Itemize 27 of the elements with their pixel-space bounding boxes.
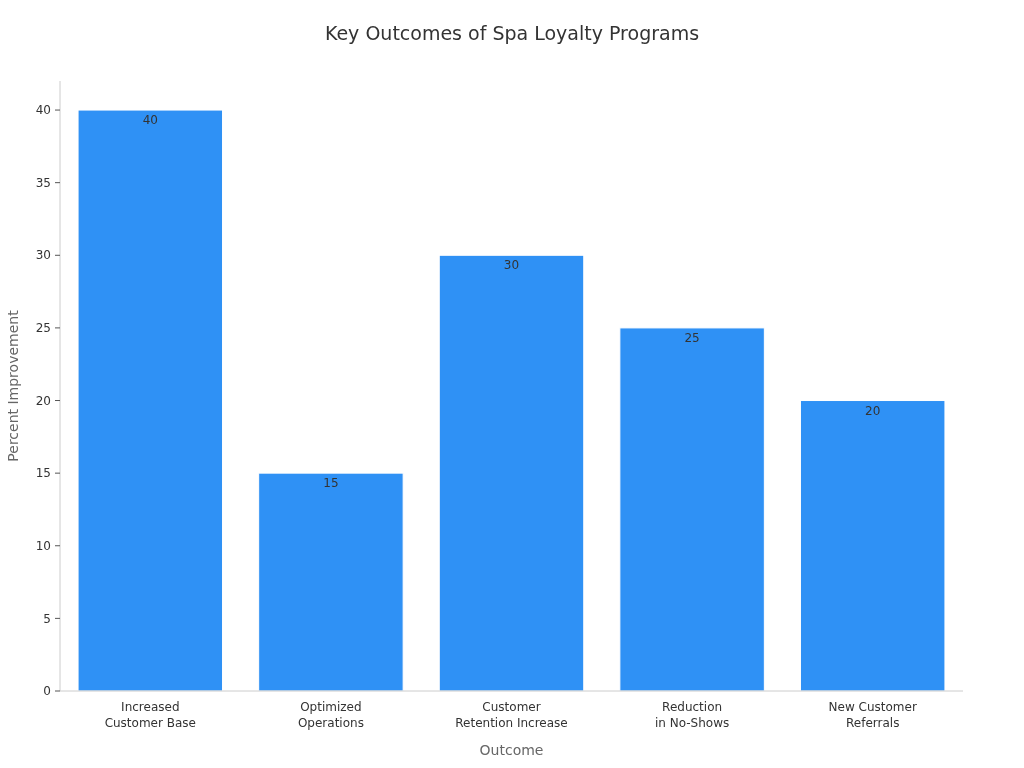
x-tick-label: Increased Customer Base [104, 700, 196, 730]
y-tick-label: 5 [43, 611, 51, 626]
x-tick-label: Reduction in No-Shows [654, 700, 730, 730]
y-tick-label: 35 [35, 175, 51, 190]
y-tick-label: 0 [43, 684, 51, 699]
data-label: 15 [323, 476, 339, 491]
x-tick-label: Optimized Operations [297, 700, 364, 730]
bar [77, 109, 224, 692]
bar [258, 472, 404, 692]
y-tick-label: 10 [35, 538, 51, 553]
bar [799, 400, 946, 692]
y-axis-title: Percent Improvement [5, 309, 21, 462]
chart-title: Key Outcomes of Spa Loyalty Programs [324, 22, 700, 44]
y-tick-label: 15 [35, 466, 51, 481]
x-axis-title: Outcome [479, 742, 544, 758]
data-label: 20 [865, 403, 881, 418]
y-tick-label: 20 [35, 393, 51, 408]
y-tick-label: 25 [35, 321, 51, 336]
x-tick-label: Customer Retention Increase [455, 700, 568, 730]
data-label: 25 [684, 330, 700, 345]
data-label: 40 [142, 113, 158, 128]
bar [438, 254, 585, 692]
y-tick-label: 40 [35, 103, 51, 118]
data-label: 30 [503, 258, 520, 273]
bar [619, 327, 765, 692]
x-tick-label: New Customer Referrals [828, 700, 917, 730]
y-tick-label: 30 [35, 248, 51, 263]
